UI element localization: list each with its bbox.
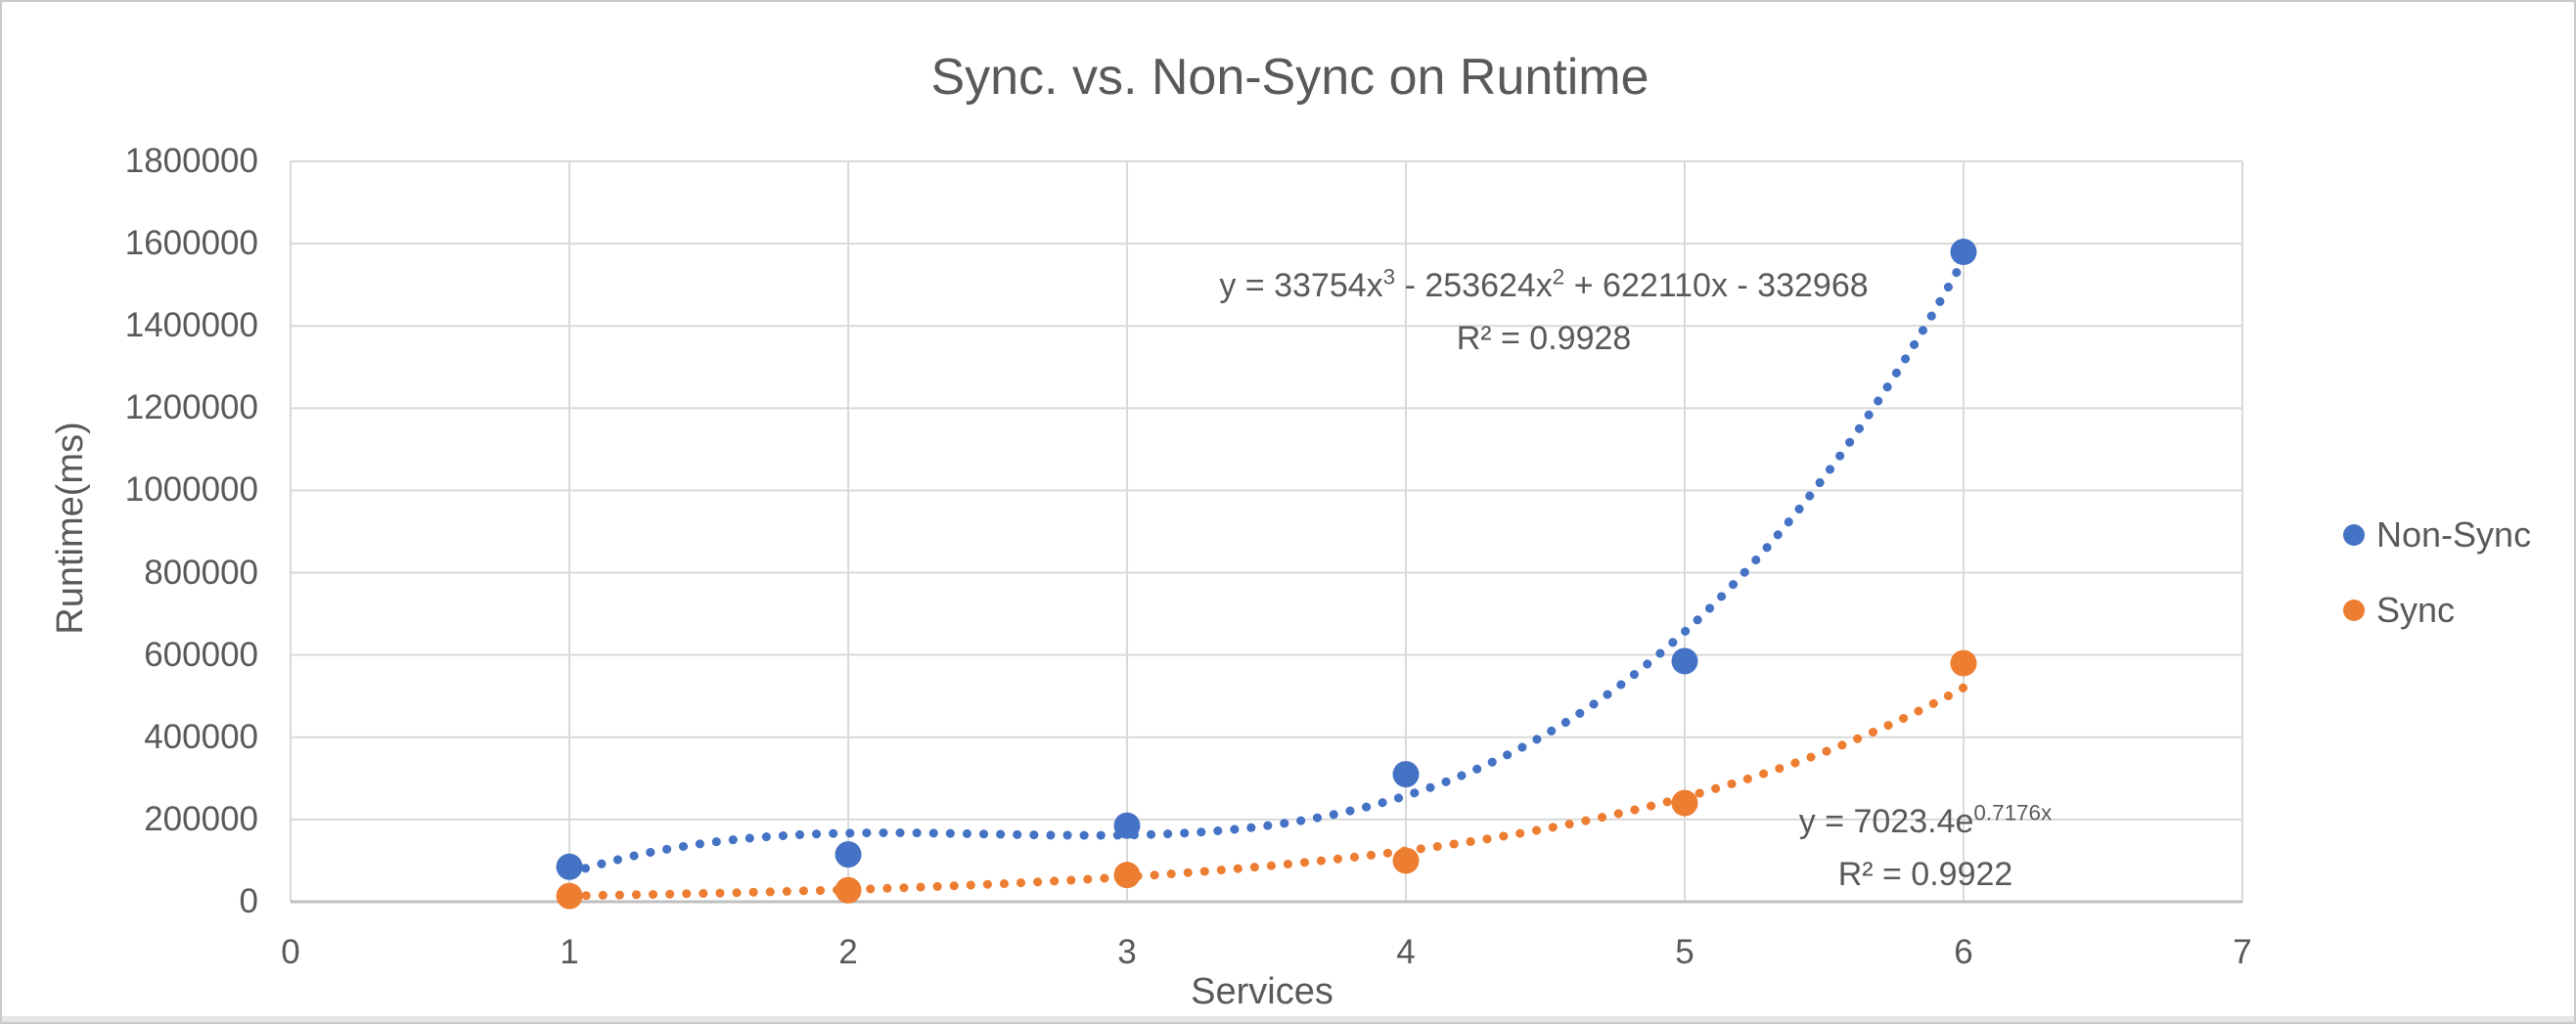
x-tick-label: 3 [1117,933,1137,971]
y-tick-label: 1600000 [124,224,258,263]
sync-equation-line: y = 7023.4e0.7176x [1798,800,2053,840]
nonsync-trendline-equation: y = 33754x3 - 253624x2 + 622110x - 33296… [957,259,2131,365]
sync-trendline [565,683,1968,901]
non-sync-point[interactable] [1671,647,1698,675]
y-tick-label: 1400000 [124,306,258,345]
bottom-edge-strip [2,1016,2574,1022]
legend-item-nonsync[interactable]: Non-Sync [2343,515,2531,555]
sync-point[interactable] [1671,789,1698,817]
non-sync-point[interactable] [1950,239,1977,266]
non-sync-point[interactable] [835,841,862,868]
x-tick-label: 4 [1396,933,1416,971]
x-tick-label: 7 [2233,933,2252,971]
non-sync-trendline [565,255,1968,878]
x-axis-title: Services [1191,971,1333,1012]
chart-title: Sync. vs. Non-Sync on Runtime [930,49,1650,106]
y-tick-label: 600000 [144,635,258,674]
sync-point[interactable] [835,876,862,904]
sync-point[interactable] [1113,862,1141,889]
sync-point[interactable] [1950,649,1977,677]
x-tick-label: 5 [1675,933,1695,971]
y-tick-label: 1200000 [124,388,258,427]
nonsync-r2-label: R² = 0.9928 [1456,320,1632,357]
x-tick-label: 6 [1954,933,1973,971]
legend-item-sync[interactable]: Sync [2343,591,2455,630]
y-tick-label: 800000 [144,553,258,592]
sync-legend-marker-icon [2343,600,2365,621]
legend-label-sync: Sync [2376,590,2456,630]
nonsync-equation-line: y = 33754x3 - 253624x2 + 622110x - 33296… [1219,264,1869,304]
legend-label-nonsync: Non-Sync [2376,514,2532,555]
x-tick-label: 1 [560,933,579,971]
sync-trendline-equation: y = 7023.4e0.7176x R² = 0.9922 [1632,795,2219,901]
y-tick-label: 400000 [144,717,258,756]
nonsync-legend-marker-icon [2343,524,2365,546]
non-sync-point[interactable] [556,853,583,880]
non-sync-point[interactable] [1392,761,1420,788]
y-tick-label: 1000000 [124,470,258,510]
sync-point[interactable] [1392,847,1420,874]
sync-r2-label: R² = 0.9922 [1837,856,2013,893]
y-tick-label: 1800000 [124,142,258,180]
y-tick-label: 0 [239,882,258,920]
non-sync-point[interactable] [1113,812,1141,839]
y-tick-label: 200000 [144,799,258,838]
x-tick-label: 0 [281,933,300,971]
sync-point[interactable] [556,882,583,910]
x-tick-label: 2 [838,933,858,971]
